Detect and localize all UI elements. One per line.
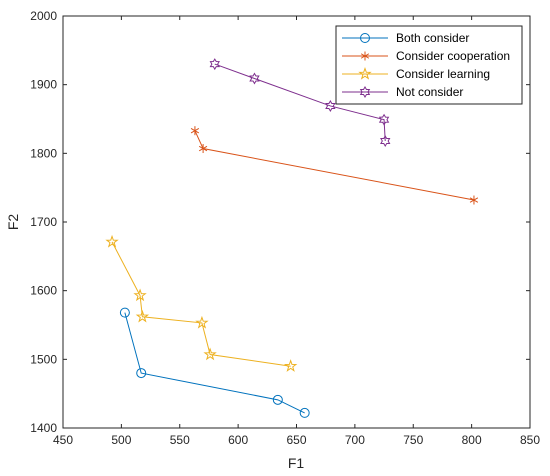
data-point-consider-learning [133,288,147,302]
data-point-not-consider [378,113,390,126]
legend-label: Not consider [396,85,463,99]
legend-label: Consider learning [396,67,490,81]
data-point-consider-cooperation [469,195,479,205]
legend-item-consider-cooperation: Consider cooperation [342,49,510,63]
legend-label: Consider cooperation [396,49,510,63]
data-point-not-consider [249,72,260,85]
y-tick-label: 1500 [30,352,57,366]
data-point-both-consider [299,407,310,418]
x-tick-label: 500 [111,433,131,447]
data-point-not-consider [325,99,336,112]
legend-item-consider-learning: Consider learning [342,66,490,81]
data-point-both-consider [272,394,283,405]
x-tick-label: 450 [53,433,73,447]
data-layer [105,58,479,418]
y-tick-label: 2000 [30,9,57,23]
legend-box [335,25,523,105]
legend: Both consider Consider cooperation Conside… [335,25,523,105]
data-point-consider-learning [105,234,119,248]
series-both-consider [119,307,310,418]
x-tick-label: 550 [170,433,190,447]
y-tick-label: 1400 [30,421,57,435]
series-line-not-consider [214,63,386,141]
y-tick-label: 1800 [30,146,57,160]
x-tick-label: 750 [403,433,423,447]
x-tick-label: 650 [286,433,306,447]
series-consider-cooperation [190,126,479,205]
data-point-both-consider [119,307,130,318]
data-point-not-consider [380,134,391,147]
y-tick-label: 1900 [30,78,57,92]
data-point-not-consider [209,58,220,71]
legend-label: Both consider [396,31,469,45]
legend-marker [360,51,370,61]
y-axis-label: F2 [5,214,21,231]
data-point-consider-cooperation [190,126,200,136]
series-line-both-consider [124,312,305,414]
x-tick-label: 700 [345,433,365,447]
y-tick-label: 1700 [30,215,57,229]
x-tick-label: 800 [462,433,482,447]
data-point-consider-learning [195,315,209,329]
data-point-consider-cooperation [198,144,208,154]
legend-marker [358,66,372,80]
data-point-consider-learning [203,347,217,361]
series-not-consider [209,58,391,147]
x-tick-label: 850 [520,433,540,447]
y-tick-label: 1600 [30,284,57,298]
axes-layer: 450 500 550 600 650 700 750 800 850 1400 1500 1600 1… [30,9,540,447]
data-point-both-consider [136,368,147,379]
series-consider-learning [105,234,298,372]
legend-marker [359,86,371,98]
legend-marker [360,33,370,43]
series-line-consider-learning [111,241,291,367]
legend-item-not-consider: Not consider [342,85,463,99]
legend-item-both-consider: Both consider [342,31,469,45]
x-tick-label: 600 [228,433,248,447]
data-point-consider-learning [283,359,298,372]
x-axis-label: F1 [288,455,305,471]
data-point-consider-learning [135,309,150,323]
